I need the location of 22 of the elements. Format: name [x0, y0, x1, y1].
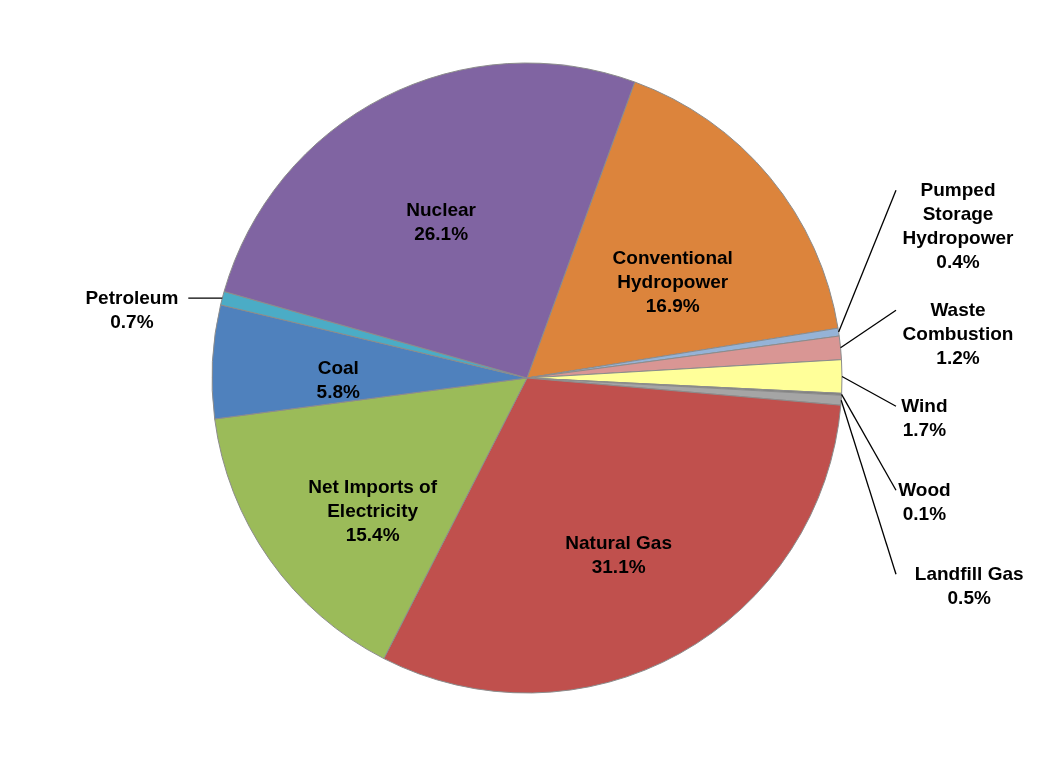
slice-label: Waste Combustion [902, 299, 1014, 345]
data-label: 0.5% [947, 587, 991, 609]
data-label: 26.1% [414, 222, 469, 244]
slice-label: Natural Gas [565, 532, 672, 554]
slice-label: Landfill Gas [914, 563, 1024, 585]
slice-label: Pumped Storage Hydropower [902, 179, 1015, 249]
slice-label: Net Imports of Electricity [308, 476, 438, 522]
slice-label: Petroleum [85, 287, 179, 309]
slice-label: Conventional Hydropower [612, 246, 733, 292]
data-label: 16.9% [645, 294, 700, 316]
slice-label: Wood [898, 479, 951, 501]
slice-label: Wind [901, 395, 948, 417]
slice-label: Coal [317, 357, 359, 379]
data-label: 0.1% [902, 503, 947, 525]
data-label: 1.2% [936, 347, 980, 369]
data-label: 0.4% [936, 251, 980, 273]
data-label: 5.8% [316, 381, 361, 403]
data-label: 15.4% [345, 524, 400, 546]
slice-label: Nuclear [406, 198, 477, 220]
data-label: 1.7% [902, 419, 947, 441]
data-label: 31.1% [591, 556, 646, 578]
data-label: 0.7% [110, 311, 154, 333]
